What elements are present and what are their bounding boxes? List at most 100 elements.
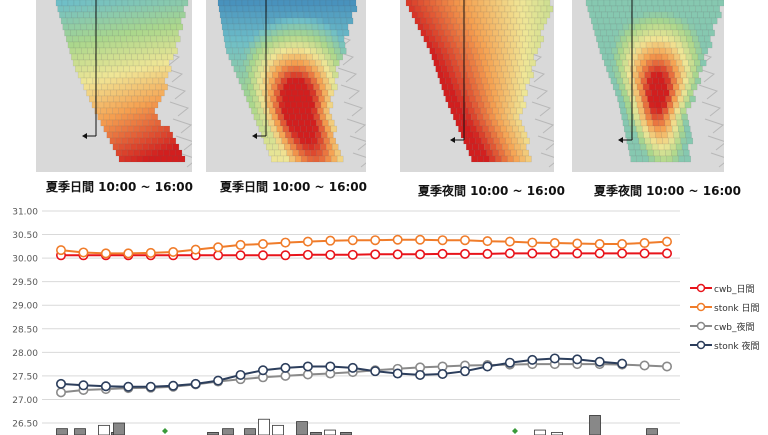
y-tick-label: 27.00 xyxy=(12,396,38,406)
data-point xyxy=(661,248,672,259)
data-point xyxy=(280,370,291,381)
heatmap-2 xyxy=(206,0,366,172)
data-point xyxy=(504,357,515,368)
data-point xyxy=(392,234,403,245)
y-tick-label: 29.00 xyxy=(12,302,38,312)
bar xyxy=(272,424,284,435)
bar xyxy=(310,432,322,435)
data-point xyxy=(392,368,403,379)
data-point xyxy=(190,244,201,255)
series-3 xyxy=(55,353,628,392)
data-point xyxy=(639,360,650,371)
bar xyxy=(56,428,68,435)
series-line xyxy=(60,238,668,255)
data-point xyxy=(347,249,358,260)
data-point xyxy=(527,237,538,248)
data-point xyxy=(370,366,381,377)
green-marker xyxy=(162,428,168,434)
legend-label: cwb_日間 xyxy=(714,285,755,295)
bar xyxy=(340,432,352,435)
data-point xyxy=(78,247,89,258)
map-caption-2: 夏季日間 10:00 ~ 16:00 xyxy=(220,180,367,194)
data-point xyxy=(190,378,201,389)
data-point xyxy=(370,249,381,260)
data-point xyxy=(437,235,448,246)
y-tick-label: 31.00 xyxy=(12,208,38,218)
data-point xyxy=(504,236,515,247)
data-point xyxy=(55,245,66,256)
data-point xyxy=(459,248,470,259)
data-point xyxy=(213,242,224,253)
legend-marker-cwb-night xyxy=(690,321,712,331)
data-point xyxy=(437,248,448,259)
data-point xyxy=(213,375,224,386)
data-point xyxy=(617,358,628,369)
data-point xyxy=(302,369,313,380)
map-panel-3 xyxy=(400,0,554,172)
bar xyxy=(258,418,270,435)
data-point xyxy=(639,248,650,259)
data-point xyxy=(370,235,381,246)
data-point xyxy=(280,237,291,248)
y-tick-label: 28.50 xyxy=(12,325,38,335)
data-point xyxy=(257,365,268,376)
heatmap-3 xyxy=(400,0,554,172)
bar xyxy=(589,415,601,435)
data-point xyxy=(257,250,268,261)
data-point xyxy=(572,354,583,365)
data-point xyxy=(437,369,448,380)
data-point xyxy=(661,361,672,372)
data-point xyxy=(482,236,493,247)
y-tick-label: 29.50 xyxy=(12,278,38,288)
heatmap-grid xyxy=(217,0,358,163)
green-marker xyxy=(512,428,518,434)
bar xyxy=(534,429,546,435)
data-point xyxy=(617,248,628,259)
map-panel-1 xyxy=(36,0,192,172)
data-point xyxy=(325,235,336,246)
data-point xyxy=(549,238,560,249)
heatmap-1 xyxy=(36,0,192,172)
data-point xyxy=(482,248,493,259)
data-point xyxy=(55,387,66,398)
series-1 xyxy=(55,234,672,259)
data-point xyxy=(661,236,672,247)
bar xyxy=(551,432,563,435)
bar xyxy=(296,421,308,435)
data-point xyxy=(168,380,179,391)
data-point xyxy=(145,247,156,258)
data-point xyxy=(594,356,605,367)
heatmap-4 xyxy=(572,0,724,172)
bar xyxy=(222,428,234,435)
data-point xyxy=(527,248,538,259)
data-point xyxy=(392,249,403,260)
legend-label: cwb_夜間 xyxy=(714,323,755,333)
data-point xyxy=(280,362,291,373)
legend-marker-cwb-day xyxy=(690,283,712,293)
map-panel-4 xyxy=(572,0,724,172)
data-point xyxy=(145,381,156,392)
bar xyxy=(113,422,125,435)
legend-marker-stonk-night xyxy=(690,340,712,350)
data-point xyxy=(325,249,336,260)
data-point xyxy=(482,361,493,372)
y-tick-label: 30.00 xyxy=(12,255,38,265)
bar xyxy=(74,428,86,435)
data-point xyxy=(168,246,179,257)
data-point xyxy=(549,248,560,259)
data-point xyxy=(572,238,583,249)
data-point xyxy=(123,381,134,392)
data-point xyxy=(302,236,313,247)
legend-marker-stonk-day xyxy=(690,302,712,312)
data-point xyxy=(549,353,560,364)
data-point xyxy=(302,361,313,372)
data-point xyxy=(459,235,470,246)
map-caption-1: 夏季日間 10:00 ~ 16:00 xyxy=(46,180,193,194)
bar xyxy=(98,424,110,435)
data-point xyxy=(55,378,66,389)
bar xyxy=(646,428,658,435)
data-point xyxy=(78,380,89,391)
series-line xyxy=(61,252,667,257)
data-point xyxy=(594,248,605,259)
data-point xyxy=(123,248,134,259)
